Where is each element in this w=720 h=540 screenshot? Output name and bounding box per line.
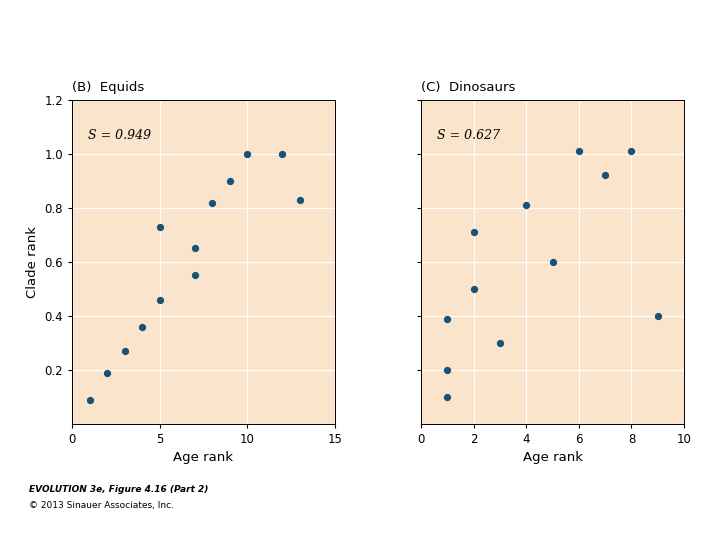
Point — [276, 150, 288, 158]
Point — [136, 322, 148, 331]
Point — [442, 314, 454, 323]
Point — [521, 201, 532, 210]
Point — [442, 393, 454, 401]
X-axis label: Age rank: Age rank — [523, 451, 582, 464]
Text: EVOLUTION 3e, Figure 4.16 (Part 2): EVOLUTION 3e, Figure 4.16 (Part 2) — [29, 485, 208, 494]
Point — [207, 198, 218, 207]
Point — [626, 147, 637, 156]
Point — [241, 150, 253, 158]
Point — [652, 312, 664, 320]
Text: (C)  Dinosaurs: (C) Dinosaurs — [421, 82, 516, 94]
Point — [468, 285, 480, 293]
Y-axis label: Clade rank: Clade rank — [26, 226, 39, 298]
Text: (B)  Equids: (B) Equids — [72, 82, 144, 94]
Point — [154, 222, 166, 231]
Point — [154, 295, 166, 304]
Point — [102, 368, 113, 377]
Point — [468, 228, 480, 237]
Point — [189, 271, 200, 280]
Point — [573, 147, 585, 156]
Point — [547, 258, 559, 266]
Text: Figure 4.16  Correlations between clade rank and age rank (Part 2): Figure 4.16 Correlations between clade r… — [6, 10, 451, 23]
Point — [224, 177, 235, 185]
Point — [84, 395, 95, 404]
Point — [442, 366, 454, 374]
Point — [494, 339, 505, 347]
Text: S = 0.949: S = 0.949 — [88, 129, 151, 142]
X-axis label: Age rank: Age rank — [174, 451, 233, 464]
Point — [119, 347, 130, 355]
Point — [189, 244, 200, 253]
Text: © 2013 Sinauer Associates, Inc.: © 2013 Sinauer Associates, Inc. — [29, 501, 174, 510]
Point — [599, 171, 611, 180]
Text: S = 0.627: S = 0.627 — [437, 129, 500, 142]
Point — [294, 195, 305, 204]
